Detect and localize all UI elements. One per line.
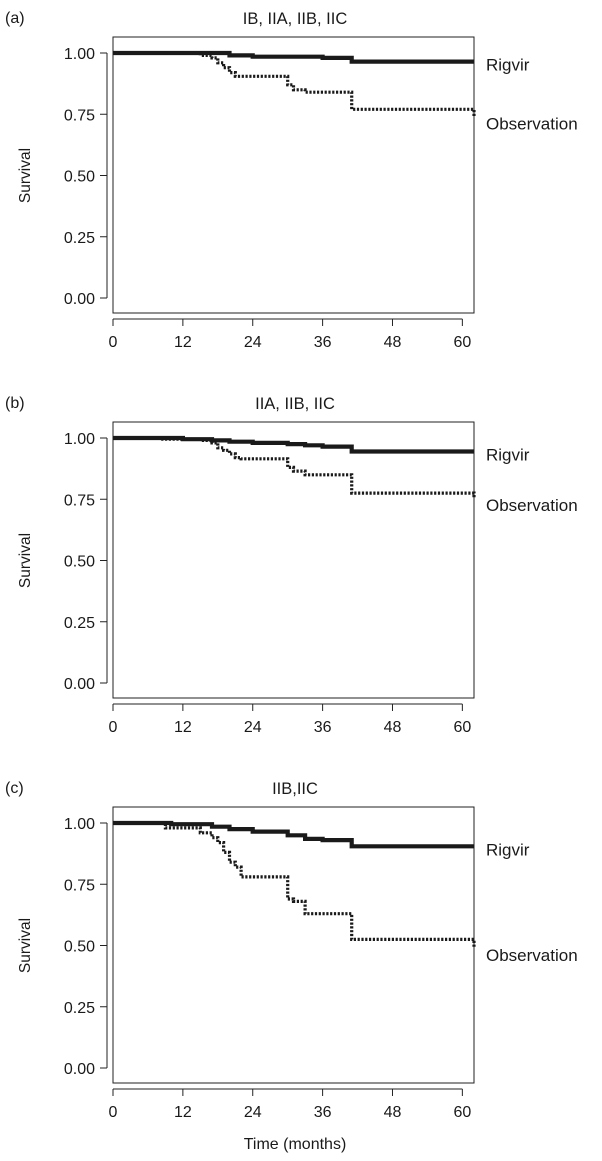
- plot-frame: [112, 806, 475, 1084]
- chart-panel-2: (b) IIA, IIB, IIC 1.00 0.75 0.50 0.25 0.00 Surv…: [5, 395, 578, 736]
- series-label-observation: Observation: [486, 496, 578, 515]
- y-tick-label: 1.00: [64, 46, 95, 63]
- x-tick-label: 24: [244, 1104, 262, 1121]
- x-tick-label: 24: [244, 334, 262, 351]
- x-tick-label: 60: [453, 719, 471, 736]
- y-axis-label: Survival: [17, 533, 34, 588]
- series-label-observation: Observation: [486, 946, 578, 965]
- x-tick-label: 48: [384, 1104, 402, 1121]
- y-tick-label: 0.50: [64, 939, 95, 956]
- series-line-rigvir: [113, 50, 474, 64]
- y-tick-label: 1.00: [64, 816, 95, 833]
- y-axis-label: Survival: [17, 918, 34, 973]
- y-tick-label: 0.00: [64, 1061, 95, 1078]
- series-label-observation: Observation: [486, 115, 578, 134]
- chart-title: IB, IIA, IIB, IIC: [243, 10, 348, 28]
- x-tick-label: 36: [314, 719, 332, 736]
- series-line-observation: [113, 51, 476, 117]
- x-tick-label: 12: [174, 334, 192, 351]
- panel-label: (b): [5, 395, 25, 412]
- x-tick-label: 36: [314, 334, 332, 351]
- x-tick-label: 0: [109, 334, 118, 351]
- panel-label: (a): [5, 10, 25, 27]
- y-tick-label: 0.00: [64, 676, 95, 693]
- x-tick-label: 60: [453, 1104, 471, 1121]
- x-tick-label: 0: [109, 719, 118, 736]
- y-tick-label: 0.75: [64, 877, 95, 894]
- chart-title: IIA, IIB, IIC: [255, 395, 335, 413]
- y-tick-label: 0.25: [64, 615, 95, 632]
- y-tick-label: 0.75: [64, 492, 95, 509]
- chart-title: IIB,IIC: [272, 780, 318, 798]
- x-tick-label: 60: [453, 334, 471, 351]
- plot-frame: [112, 36, 475, 314]
- x-tick-label: 24: [244, 719, 262, 736]
- panel-label: (c): [5, 780, 24, 797]
- x-axis-label: Time (months): [244, 1136, 347, 1153]
- y-tick-label: 0.25: [64, 230, 95, 247]
- y-tick-label: 0.75: [64, 107, 95, 124]
- plot-frame: [112, 421, 475, 699]
- x-tick-label: 12: [174, 719, 192, 736]
- chart-panel-1: (a) IB, IIA, IIB, IIC 1.00 0.75 0.50 0.25 0.00…: [5, 10, 578, 351]
- x-tick-label: 0: [109, 1104, 118, 1121]
- y-axis-label: Survival: [17, 148, 34, 203]
- y-tick-label: 0.25: [64, 1000, 95, 1017]
- chart-panel-3: (c) IIB,IIC 1.00 0.75 0.50 0.25 0.00 Survival 0 1…: [5, 780, 578, 1153]
- series-line-rigvir: [113, 820, 474, 849]
- y-tick-label: 0.50: [64, 554, 95, 571]
- y-tick-label: 0.00: [64, 291, 95, 308]
- x-tick-label: 36: [314, 1104, 332, 1121]
- series-label-rigvir: Rigvir: [486, 840, 530, 859]
- series-line-observation: [113, 821, 476, 948]
- y-tick-label: 0.50: [64, 169, 95, 186]
- x-tick-label: 48: [384, 719, 402, 736]
- y-tick-label: 1.00: [64, 431, 95, 448]
- series-label-rigvir: Rigvir: [486, 56, 530, 75]
- series-label-rigvir: Rigvir: [486, 445, 530, 464]
- series-line-observation: [113, 436, 476, 498]
- x-tick-label: 12: [174, 1104, 192, 1121]
- x-tick-label: 48: [384, 334, 402, 351]
